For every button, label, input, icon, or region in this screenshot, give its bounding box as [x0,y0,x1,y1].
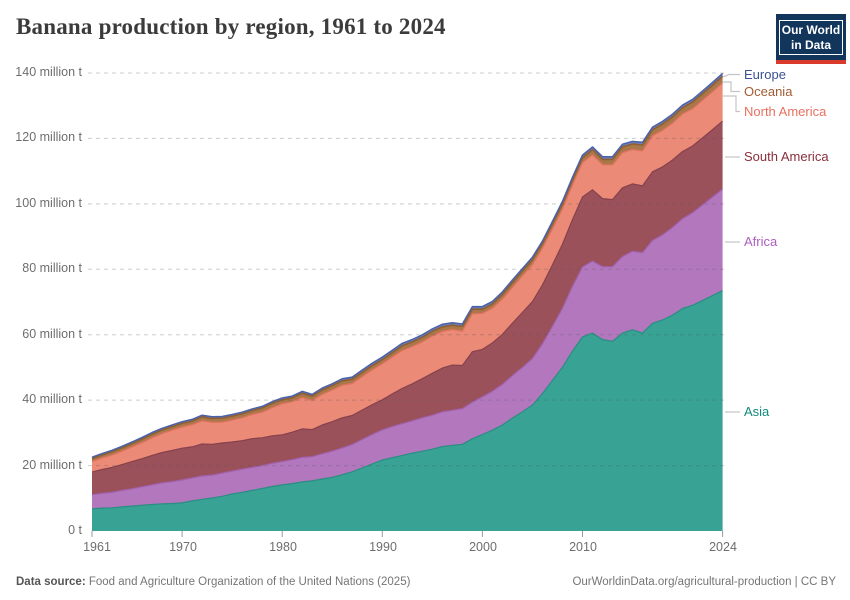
owid-logo[interactable]: Our World in Data [776,14,846,65]
owid-logo-line2: in Data [790,37,831,52]
y-tick-label: 100 million t [15,196,82,210]
legend-label-south-america[interactable]: South America [744,149,829,164]
legend-leader-lines [722,73,740,413]
x-tick-label: 2024 [709,540,737,554]
x-tick-label: 2000 [469,540,497,554]
band-outline-asia [91,290,723,510]
owid-logo-line1: Our World [781,23,841,37]
area-band-asia[interactable] [92,290,723,531]
legend-label-asia[interactable]: Asia [744,404,770,419]
data-source-note: Data source: Food and Agriculture Organi… [16,576,410,588]
owid-url-license[interactable]: OurWorldinData.org/agricultural-producti… [572,576,836,588]
band-outline-north-america [91,82,723,463]
data-source-text: Food and Agriculture Organization of the… [85,576,411,588]
y-tick-label: 120 million t [15,130,82,144]
band-outline-africa [91,188,723,496]
legend-label-africa[interactable]: Africa [744,234,778,249]
x-tick-label: 1980 [269,540,297,554]
x-tick-label: 1990 [369,540,397,554]
horizontal-gridlines [88,72,726,467]
y-tick-label: 40 million t [22,392,82,406]
area-band-south-america[interactable] [92,121,723,495]
owid-logo-accent-bar [776,60,846,65]
legend-label-north-america[interactable]: North America [744,104,827,119]
legend-label-oceania[interactable]: Oceania [744,84,793,99]
area-band-africa[interactable] [92,189,723,509]
chart-footer: Data source: Food and Agriculture Organi… [16,576,836,588]
y-tick-label: 80 million t [22,261,82,275]
band-outline-south-america [91,120,723,473]
x-tick-label: 2010 [569,540,597,554]
legend-label-europe[interactable]: Europe [744,67,786,82]
owid-logo-box: Our World in Data [776,14,846,61]
data-source-label: Data source: [16,576,86,588]
y-tick-label: 0 t [68,523,82,537]
x-tick-label: 1970 [169,540,197,554]
band-outline-europe [91,72,724,458]
chart-band-outlines [91,72,724,510]
y-tick-label: 140 million t [15,65,82,79]
x-tick-label: 1961 [83,540,111,554]
chart-area-bands[interactable] [92,73,723,532]
band-outline-oceania [91,75,724,460]
y-tick-label: 60 million t [22,327,82,341]
page-title: Banana production by region, 1961 to 202… [16,14,446,39]
x-axis-ticks [91,531,724,537]
y-tick-label: 20 million t [22,458,82,472]
